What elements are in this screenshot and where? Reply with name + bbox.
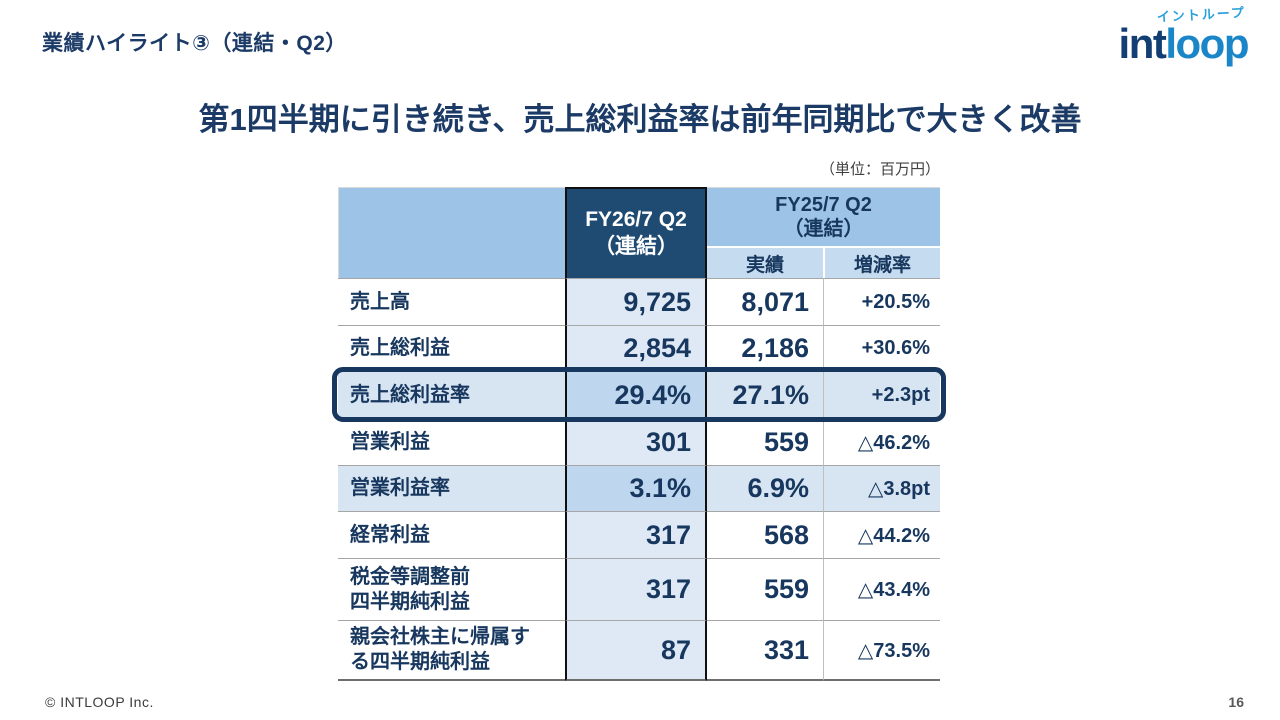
logo-text-loop: loop — [1165, 20, 1249, 67]
column-header-fy25: FY25/7 Q2 （連結） — [707, 187, 940, 246]
fy25-value: 568 — [707, 511, 823, 558]
fy26-value: 2,854 — [565, 325, 707, 371]
change-value: △3.8pt — [823, 465, 940, 511]
fy26-value: 317 — [565, 558, 707, 620]
fy25-value: 559 — [707, 558, 823, 620]
column-header-fy26: FY26/7 Q2 （連結） — [565, 187, 707, 278]
row-label: 経常利益 — [338, 511, 565, 558]
fy26-value: 3.1% — [565, 465, 707, 511]
row-label: 親会社株主に帰属す る四半期純利益 — [338, 620, 565, 681]
change-value: △73.5% — [823, 620, 940, 681]
fy26-header-line2: （連結） — [594, 234, 678, 258]
row-label: 営業利益 — [338, 418, 565, 465]
fy26-value: 29.4% — [565, 371, 707, 418]
change-value: +20.5% — [823, 278, 940, 325]
change-value: △46.2% — [823, 418, 940, 465]
row-label: 売上総利益率 — [338, 371, 565, 418]
fy25-header-line1: FY25/7 Q2 — [775, 194, 872, 216]
fy26-value: 301 — [565, 418, 707, 465]
fy25-value: 8,071 — [707, 278, 823, 325]
fy26-header-line1: FY26/7 Q2 — [585, 208, 687, 232]
change-value: +30.6% — [823, 325, 940, 371]
page-number: 16 — [1228, 694, 1244, 710]
page-title: 業績ハイライト③（連結・Q2） — [42, 32, 347, 55]
row-label: 売上高 — [338, 278, 565, 325]
intloop-logo: イントループ intloop — [1088, 5, 1250, 67]
fy26-value: 87 — [565, 620, 707, 681]
footer-copyright: © INTLOOP Inc. — [45, 694, 154, 710]
headline: 第1四半期に引き続き、売上総利益率は前年同期比で大きく改善 — [198, 102, 1082, 137]
unit-note: （単位：百万円） — [819, 161, 940, 178]
fy26-value: 317 — [565, 511, 707, 558]
row-label: 税金等調整前 四半期純利益 — [338, 558, 565, 620]
table-corner-cell — [338, 187, 565, 278]
fy25-value: 27.1% — [707, 371, 823, 418]
fy25-header-line2: （連結） — [783, 218, 864, 240]
fy26-value: 9,725 — [565, 278, 707, 325]
column-header-change-rate: 増減率 — [823, 246, 940, 278]
fy25-value: 331 — [707, 620, 823, 681]
results-table: FY26/7 Q2 （連結） FY25/7 Q2 （連結） 実績 増減率 売上高… — [332, 187, 946, 681]
logo-wordmark: intloop — [1088, 20, 1250, 67]
fy25-value: 559 — [707, 418, 823, 465]
fy25-value: 2,186 — [707, 325, 823, 371]
change-value: △43.4% — [823, 558, 940, 620]
fy25-value: 6.9% — [707, 465, 823, 511]
change-value: +2.3pt — [823, 371, 940, 418]
change-value: △44.2% — [823, 511, 940, 558]
row-label: 売上総利益 — [338, 325, 565, 371]
logo-text-int: int — [1118, 20, 1167, 67]
row-label: 営業利益率 — [338, 465, 565, 511]
column-header-actual: 実績 — [707, 246, 823, 278]
